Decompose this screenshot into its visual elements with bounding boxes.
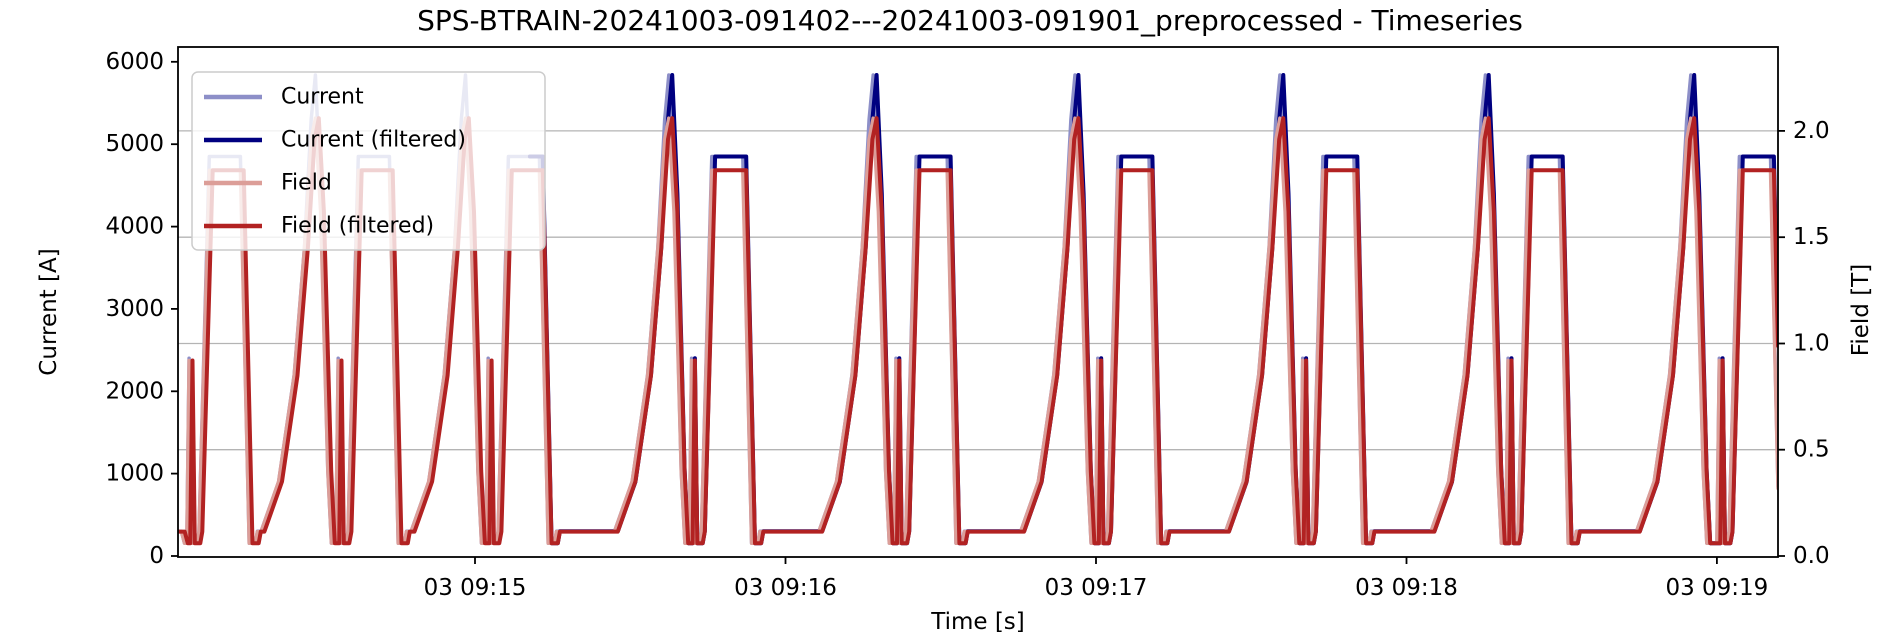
left-tick-label: 3000 bbox=[105, 296, 164, 322]
left-tick-label: 5000 bbox=[105, 131, 164, 157]
right-tick-label: 0.0 bbox=[1793, 543, 1830, 569]
legend-entry: Current (filtered) bbox=[204, 128, 466, 153]
right-tick-label: 1.0 bbox=[1793, 331, 1830, 357]
legend-entry: Current bbox=[204, 85, 364, 110]
chart-title: SPS-BTRAIN-20241003-091402---20241003-09… bbox=[417, 4, 1523, 37]
legend: Current Current (filtered) Field Field (… bbox=[191, 71, 546, 251]
x-tick-label: 03 09:17 bbox=[1045, 575, 1148, 601]
left-tick-label: 6000 bbox=[105, 49, 164, 75]
x-tick-label: 03 09:18 bbox=[1355, 575, 1458, 601]
right-axis-ticks: 0.0 0.5 1.0 1.5 2.0 bbox=[1778, 118, 1830, 569]
x-tick-label: 03 09:16 bbox=[734, 575, 837, 601]
plot-area bbox=[177, 46, 1779, 558]
legend-label: Field (filtered) bbox=[281, 214, 434, 239]
right-tick-label: 0.5 bbox=[1793, 437, 1830, 463]
right-tick-label: 2.0 bbox=[1793, 118, 1830, 144]
x-tick-label: 03 09:19 bbox=[1665, 575, 1768, 601]
right-axis-label: Field [T] bbox=[1848, 264, 1874, 356]
left-tick-label: 0 bbox=[149, 543, 164, 569]
legend-label: Field bbox=[281, 171, 332, 196]
left-axis-label: Current [A] bbox=[36, 248, 62, 375]
left-tick-label: 2000 bbox=[105, 378, 164, 404]
legend-label: Current bbox=[281, 85, 364, 110]
x-axis-label: Time [s] bbox=[930, 609, 1025, 632]
legend-label: Current (filtered) bbox=[281, 128, 466, 153]
legend-entry: Field (filtered) bbox=[204, 214, 434, 239]
left-axis-ticks: 0 1000 2000 3000 4000 5000 6000 bbox=[105, 49, 178, 569]
left-tick-label: 4000 bbox=[105, 214, 164, 240]
x-tick-label: 03 09:15 bbox=[424, 575, 527, 601]
left-tick-label: 1000 bbox=[105, 461, 164, 487]
legend-entry: Field bbox=[204, 171, 332, 196]
legend-box bbox=[191, 71, 546, 251]
right-tick-label: 1.5 bbox=[1793, 224, 1830, 250]
x-axis-ticks: 03 09:15 03 09:16 03 09:17 03 09:18 03 09:19 bbox=[424, 557, 1768, 601]
